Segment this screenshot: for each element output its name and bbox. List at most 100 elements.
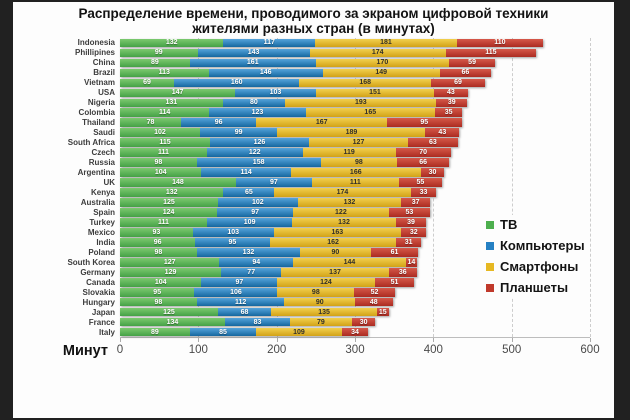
bar-segment-computers: 95 [195, 238, 270, 247]
bar-segment-tv: 89 [120, 327, 190, 337]
bar-segment-tv: 127 [120, 258, 220, 267]
bar-segment-smartphones: 170 [315, 58, 449, 68]
country-label: Mexico [87, 227, 115, 237]
bar-segment-smartphones: 124 [277, 277, 375, 287]
country-bars: 115 126 127 63 [120, 138, 458, 147]
country-row: Saudi 102 99 189 43 [93, 128, 590, 138]
legend-swatch-tablets [486, 283, 494, 292]
country-row: South Africa 115 126 127 63 [68, 138, 590, 148]
legend-label-tv: ТВ [500, 217, 518, 232]
country-label: Saudi [93, 128, 115, 138]
country-label: Colombia [78, 108, 115, 118]
legend-swatch-tv [486, 220, 494, 229]
bar-segment-tablets: 66 [439, 68, 492, 78]
bar-segment-tablets: 95 [387, 118, 462, 128]
bar-segment-tv: 111 [120, 218, 207, 227]
bar-segment-smartphones: 163 [273, 228, 402, 237]
bar-segment-tablets: 115 [445, 48, 536, 58]
country-bars: 148 97 111 55 [120, 178, 442, 187]
bar-segment-tv: 102 [120, 128, 200, 137]
country-row: Poland 98 132 90 61 [88, 247, 590, 257]
bar-segment-tablets: 52 [354, 287, 395, 297]
country-bars: 111 122 119 70 [120, 148, 451, 157]
country-bars: 125 68 135 15 [120, 307, 389, 317]
x-tick-label-100: 100 [188, 344, 208, 356]
bar-segment-computers: 123 [209, 108, 306, 118]
bar-segment-tablets: 39 [436, 98, 467, 108]
bar-segment-tv: 69 [120, 78, 175, 88]
country-bars: 104 114 166 30 [120, 168, 445, 177]
bar-segment-tablets: 14 [405, 258, 417, 267]
bar-segment-tv: 96 [120, 238, 196, 247]
x-tickmark-600 [590, 338, 591, 342]
bar-segment-tablets: 36 [388, 267, 417, 277]
gridline-300 [355, 38, 356, 337]
bar-segment-tablets: 51 [374, 277, 415, 287]
country-label: Australia [80, 197, 115, 207]
legend-label-computers: Компьютеры [500, 238, 585, 253]
bar-segment-computers: 112 [196, 297, 285, 307]
country-label: Nigeria [87, 98, 115, 108]
bar-segment-computers: 102 [217, 198, 298, 207]
bar-segment-tv: 89 [120, 58, 190, 68]
country-label: Slovakia [82, 287, 115, 297]
x-axis-title: Минут [62, 343, 108, 359]
bar-segment-tv: 104 [120, 168, 202, 177]
x-tickmark-0 [120, 338, 121, 342]
bar-segment-computers: 68 [217, 307, 272, 317]
bar-segment-tablets: 30 [351, 317, 376, 327]
bar-segment-computers: 106 [194, 287, 278, 297]
bar-segment-tablets: 55 [398, 178, 442, 187]
country-bars: 132 117 181 110 [120, 38, 543, 48]
legend-swatch-smartphones [486, 262, 494, 271]
country-bars: 89 85 109 34 [120, 327, 369, 337]
country-bars: 98 158 98 66 [120, 158, 449, 167]
bar-segment-computers: 143 [197, 48, 310, 58]
bar-segment-smartphones: 174 [309, 48, 446, 58]
bar-segment-smartphones: 127 [308, 138, 409, 147]
country-label: Thailand [82, 118, 115, 128]
bar-segment-tablets: 33 [410, 188, 437, 197]
country-label: Italy [98, 327, 115, 337]
bar-segment-tv: 132 [120, 38, 224, 48]
country-bars: 113 146 149 66 [120, 68, 492, 78]
bar-segment-tv: 132 [120, 188, 224, 197]
bar-segment-computers: 161 [189, 58, 316, 68]
bar-segment-computers: 160 [174, 78, 300, 88]
bar-segment-tv: 134 [120, 317, 225, 327]
country-row: Argentina 104 114 166 30 [78, 168, 590, 178]
bar-segment-tv: 98 [120, 158, 197, 167]
country-label: Canada [86, 277, 115, 287]
bar-segment-tablets: 48 [354, 297, 393, 307]
country-row: China 89 161 170 59 [93, 58, 590, 68]
bar-segment-smartphones: 98 [277, 287, 355, 297]
bar-segment-tablets: 43 [434, 88, 468, 98]
bar-segment-smartphones: 174 [274, 188, 411, 197]
bar-segment-computers: 97 [201, 277, 278, 287]
bar-segment-tv: 129 [120, 267, 222, 277]
bar-segment-smartphones: 181 [315, 38, 457, 48]
legend-item-tv: ТВ [486, 218, 585, 231]
country-bars: 131 80 193 39 [120, 98, 467, 108]
country-bars: 93 103 163 32 [120, 228, 427, 237]
bar-segment-computers: 126 [210, 138, 309, 147]
bar-segment-tablets: 59 [448, 58, 496, 68]
bar-segment-computers: 109 [206, 218, 293, 227]
bar-segment-smartphones: 119 [302, 148, 396, 157]
legend: ТВ Компьютеры Смартфоны Планшеты [481, 215, 590, 297]
country-label: Indonesia [77, 38, 115, 48]
country-label: Poland [88, 247, 115, 257]
country-row: Australia 125 102 132 37 [81, 198, 590, 208]
bar-segment-computers: 65 [223, 188, 275, 197]
bar-segment-smartphones: 167 [256, 118, 388, 128]
bar-segment-tv: 115 [120, 138, 211, 147]
bar-segment-tv: 98 [120, 248, 197, 257]
x-tickmark-100 [198, 338, 200, 342]
country-bars: 96 95 162 31 [120, 238, 421, 247]
legend-swatch-computers [486, 241, 494, 250]
bar-segment-tablets: 69 [430, 78, 486, 88]
country-bars: 147 103 151 43 [120, 88, 468, 98]
country-label: Japan [91, 307, 115, 317]
country-row: Kenya 132 65 174 33 [91, 188, 590, 198]
country-bars: 114 123 165 35 [120, 108, 463, 118]
